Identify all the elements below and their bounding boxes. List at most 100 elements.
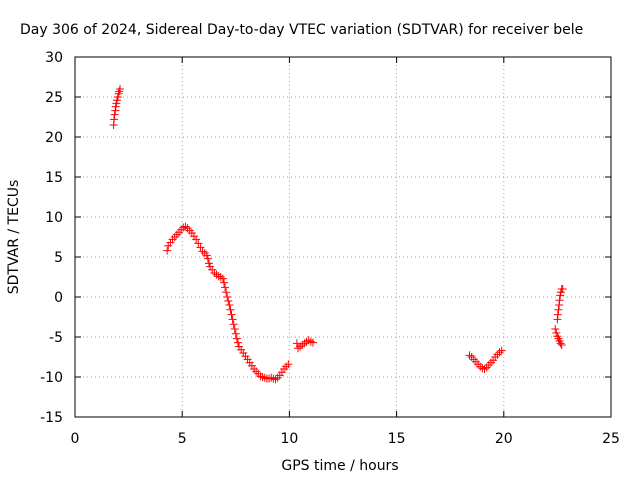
data-point: [231, 329, 240, 338]
data-point: [556, 288, 565, 297]
data-point: [181, 222, 190, 231]
data-point: [480, 365, 489, 373]
data-point: [478, 364, 487, 373]
data-point: [233, 338, 242, 347]
y-tick-label: 5: [54, 250, 63, 266]
data-point: [110, 110, 119, 119]
data-point: [205, 259, 213, 268]
data-point: [241, 352, 250, 361]
data-point: [196, 243, 205, 252]
data-point: [551, 325, 560, 333]
data-point: [293, 344, 302, 353]
data-point: [198, 247, 207, 256]
data-point: [556, 291, 565, 300]
x-tick-label: 25: [602, 431, 620, 447]
y-tick-label: 0: [54, 290, 63, 306]
data-point: [164, 241, 173, 250]
data-point: [208, 265, 217, 274]
data-point: [212, 270, 221, 279]
data-point: [202, 251, 211, 260]
data-point: [296, 342, 305, 351]
data-point: [552, 329, 561, 337]
data-point: [554, 305, 563, 314]
data-points: [109, 85, 567, 384]
data-point: [228, 315, 237, 324]
data-point: [232, 334, 241, 343]
data-point: [275, 371, 284, 380]
data-point: [239, 349, 248, 357]
data-point: [220, 278, 229, 287]
data-point: [163, 246, 172, 255]
data-point: [203, 254, 212, 263]
axis-ticks: [74, 56, 612, 418]
data-point: [465, 351, 474, 360]
data-point: [497, 346, 506, 355]
chart-title: Day 306 of 2024, Sidereal Day-to-day VTE…: [20, 22, 583, 38]
grid-lines: [75, 57, 611, 417]
data-point: [300, 339, 309, 348]
data-point: [230, 325, 239, 333]
data-point: [214, 272, 223, 281]
data-point: [222, 288, 231, 297]
x-tick-labels: 0 5 10 15 20 25: [71, 431, 620, 447]
data-point: [495, 348, 504, 357]
y-tick-label: 15: [45, 170, 63, 186]
data-point: [113, 96, 122, 105]
data-point: [556, 339, 565, 348]
y-tick-label: -10: [40, 370, 63, 386]
x-axis-title: GPS time / hours: [281, 458, 398, 474]
y-tick-label: 25: [45, 90, 63, 106]
data-point: [557, 341, 566, 349]
data-point: [194, 239, 203, 248]
data-point: [221, 283, 230, 292]
data-point: [258, 373, 267, 381]
data-point: [224, 297, 233, 305]
data-point: [245, 358, 254, 367]
y-tick-label: -5: [49, 330, 63, 346]
x-tick-label: 15: [388, 431, 406, 447]
y-tick-label: 20: [45, 130, 63, 146]
data-point: [476, 362, 485, 371]
data-point: [256, 372, 265, 381]
data-point: [218, 274, 227, 283]
data-point: [227, 310, 236, 319]
data-point: [235, 342, 244, 351]
data-point: [308, 338, 317, 347]
data-point: [225, 301, 234, 309]
data-point: [277, 368, 286, 377]
data-point: [553, 310, 562, 319]
data-point: [229, 320, 238, 329]
y-axis-title: SDTVAR / TECUs: [6, 180, 22, 295]
plot-frame: [74, 56, 612, 418]
data-point: [192, 235, 201, 244]
data-point: [555, 296, 564, 305]
data-point: [223, 293, 232, 301]
data-point: [558, 285, 567, 293]
data-point: [111, 102, 120, 111]
y-tick-label: 30: [45, 50, 63, 66]
y-tick-label: 10: [45, 210, 63, 226]
y-tick-label: -15: [40, 410, 63, 426]
data-point: [113, 93, 122, 101]
y-tick-labels: -15 -10 -5 0 5 10 15 20 25 30: [40, 50, 63, 426]
data-point: [210, 269, 219, 277]
data-point: [237, 345, 246, 354]
x-tick-label: 0: [71, 431, 80, 447]
data-point: [298, 341, 307, 349]
data-point: [247, 361, 256, 370]
data-point: [110, 115, 119, 124]
data-point: [187, 229, 196, 237]
data-point: [292, 339, 301, 348]
data-point: [271, 375, 280, 384]
data-point: [243, 355, 252, 364]
data-point: [166, 238, 175, 247]
data-point: [189, 232, 198, 241]
x-tick-label: 5: [178, 431, 187, 447]
x-tick-label: 20: [495, 431, 513, 447]
data-point: [116, 85, 125, 93]
data-point: [304, 336, 313, 345]
data-point: [206, 262, 215, 271]
data-point: [269, 374, 278, 383]
data-point: [179, 223, 188, 232]
